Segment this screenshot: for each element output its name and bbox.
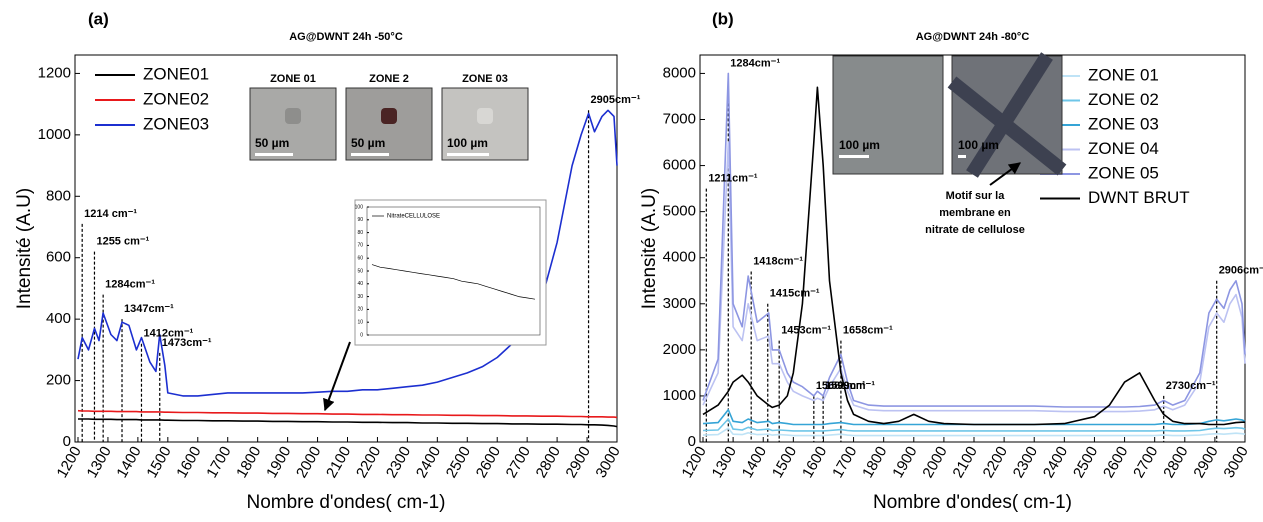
y-tick-label: 80 xyxy=(357,230,363,236)
peak-label: 1211cm⁻¹ xyxy=(708,173,758,185)
scale-bar xyxy=(447,153,489,156)
y-tick-label: 6000 xyxy=(663,157,696,174)
peak-label: 1453cm⁻¹ xyxy=(781,325,831,337)
y-tick-label: 40 xyxy=(357,281,363,287)
y-tick-label: 1000 xyxy=(663,387,696,404)
chart-title: AG@DWNT 24h -50°C xyxy=(289,31,403,43)
peak-label: 1658cm⁻¹ xyxy=(843,325,893,337)
plot-frame xyxy=(699,54,1246,443)
scale-label: 100 µm xyxy=(958,138,999,152)
micrograph-feature xyxy=(381,108,397,124)
y-tick-label: 8000 xyxy=(663,64,696,81)
series-line xyxy=(371,264,536,300)
panel-label: (a) xyxy=(88,9,109,28)
y-tick-label: 400 xyxy=(46,310,71,327)
y-tick-label: 0 xyxy=(63,433,71,450)
scale-label: 50 µm xyxy=(255,136,289,150)
y-tick-label: 0 xyxy=(360,332,363,338)
y-tick-label: 1200 xyxy=(38,64,71,81)
legend-label: ZONE03 xyxy=(143,114,209,133)
y-tick-label: 20 xyxy=(357,307,363,313)
peak-label: 2905cm⁻¹ xyxy=(591,94,641,106)
peak-label: 1415cm⁻¹ xyxy=(770,288,820,300)
plot-frame xyxy=(74,54,618,443)
scale-bar xyxy=(958,155,966,158)
micrograph-feature xyxy=(966,52,1053,178)
inset-arrow xyxy=(323,341,351,412)
y-tick-label: 600 xyxy=(46,249,71,266)
legend-label: ZONE 03 xyxy=(1088,114,1159,133)
peak-label: 2906cm⁻¹ xyxy=(1219,265,1263,277)
micrograph-feature xyxy=(285,108,301,124)
panel-label: (b) xyxy=(712,9,734,28)
legend-label: ZONE 04 xyxy=(1088,139,1159,158)
peak-label: 1284cm⁻¹ xyxy=(730,57,780,69)
y-tick-label: 90 xyxy=(357,217,363,223)
series-line xyxy=(77,409,618,419)
y-tick-label: 70 xyxy=(357,243,363,249)
image-note: nitrate de cellulose xyxy=(925,224,1025,236)
image-note: Motif sur la xyxy=(946,190,1006,202)
micrograph xyxy=(832,55,944,175)
y-tick-label: 5000 xyxy=(663,203,696,220)
scale-bar xyxy=(839,155,869,158)
image-note: membrane en xyxy=(939,207,1011,219)
legend-label: ZONE 02 xyxy=(1088,90,1159,109)
y-tick-label: 1000 xyxy=(38,126,71,143)
scale-label: 100 µm xyxy=(447,136,488,150)
series-line xyxy=(702,418,1246,432)
series-line xyxy=(77,109,618,397)
note-arrow xyxy=(989,162,1021,186)
scale-label: 50 µm xyxy=(351,136,385,150)
scale-bar xyxy=(351,153,389,156)
legend-label: DWNT BRUT xyxy=(1088,188,1190,207)
peak-label: 2730cm⁻¹ xyxy=(1166,380,1216,392)
y-axis-label: Intensité (A.U) xyxy=(639,188,660,309)
micrograph-feature xyxy=(477,108,493,124)
y-axis-label: Intensité (A.U) xyxy=(14,188,35,309)
peak-label: 1568cm⁻¹ xyxy=(816,380,866,392)
x-axis-label: Nombre d'ondes( cm-1) xyxy=(873,492,1072,513)
y-tick-label: 200 xyxy=(46,372,71,389)
peak-label: 1284cm⁻¹ xyxy=(105,278,155,290)
peak-label: 1214 cm⁻¹ xyxy=(84,208,137,220)
legend-label: ZONE 01 xyxy=(1088,65,1159,84)
y-tick-label: 7000 xyxy=(663,110,696,127)
image-label: ZONE 03 xyxy=(462,73,508,85)
legend-label: ZONE02 xyxy=(143,89,209,108)
y-tick-label: 10 xyxy=(357,320,363,326)
y-tick-label: 3000 xyxy=(663,295,696,312)
y-tick-label: 30 xyxy=(357,294,363,300)
y-tick-label: 800 xyxy=(46,187,71,204)
image-label: ZONE 2 xyxy=(369,73,409,85)
series-line xyxy=(702,427,1246,437)
series-line xyxy=(702,72,1246,408)
scale-label: 100 µm xyxy=(839,138,880,152)
y-tick-label: 4000 xyxy=(663,249,696,266)
series-line xyxy=(78,418,618,428)
peak-label: 1418cm⁻¹ xyxy=(753,255,803,267)
y-tick-label: 100 xyxy=(355,204,364,210)
y-tick-label: 2000 xyxy=(663,341,696,358)
peak-label: 1473cm⁻¹ xyxy=(162,337,212,349)
series-line xyxy=(702,86,1245,426)
image-label: ZONE 01 xyxy=(270,73,316,85)
y-tick-label: 60 xyxy=(357,256,363,262)
inset-background xyxy=(354,199,547,346)
scale-bar xyxy=(255,153,293,156)
legend-label: ZONE 05 xyxy=(1088,163,1159,182)
peak-label: 1599cm⁻¹ xyxy=(825,380,875,392)
legend-label: ZONE01 xyxy=(143,64,209,83)
peak-label: 1347cm⁻¹ xyxy=(124,303,174,315)
peak-label: 1255 cm⁻¹ xyxy=(96,235,149,247)
y-tick-label: 0 xyxy=(688,433,696,450)
legend-label: NitrateCELLULOSE xyxy=(387,214,440,220)
series-line xyxy=(702,141,1246,413)
y-tick-label: 50 xyxy=(357,268,363,274)
chart-title: AG@DWNT 24h -80°C xyxy=(916,31,1030,43)
peak-label: 1412cm⁻¹ xyxy=(143,328,193,340)
x-axis-label: Nombre d'ondes( cm-1) xyxy=(247,492,446,513)
